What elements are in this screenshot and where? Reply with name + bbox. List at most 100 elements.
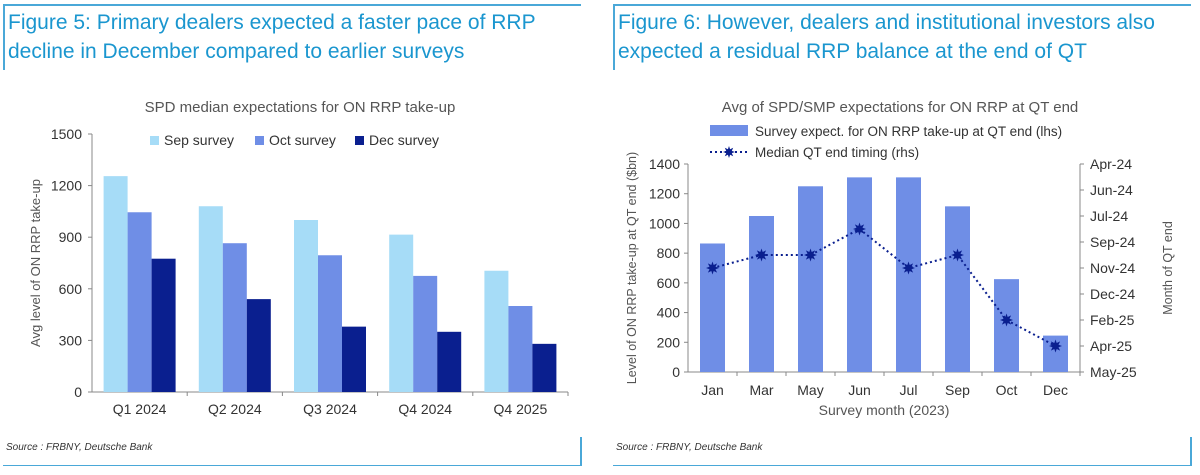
- y-tick-label: 400: [657, 305, 681, 321]
- bar-sep-survey: [389, 234, 414, 392]
- qt-end-timing-marker: [902, 261, 915, 275]
- figure-5-heading: Figure 5: Primary dealers expected a fas…: [8, 8, 578, 66]
- figure-5-top-rule: [3, 4, 581, 6]
- x-tick-label: Q4 2024: [398, 401, 452, 417]
- figure-5-right-rule: [580, 437, 582, 466]
- chart-title: SPD median expectations for ON RRP take-…: [145, 99, 456, 116]
- figure-6-left-rule: [613, 4, 615, 70]
- x-axis-label: Survey month (2023): [819, 402, 950, 418]
- bar-sep-survey: [198, 206, 223, 392]
- x-tick-label: Jul: [900, 382, 918, 398]
- legend-swatch: [355, 136, 364, 145]
- y-tick-label: 1400: [649, 156, 680, 172]
- legend-label: Sep survey: [164, 132, 234, 148]
- qt-end-timing-marker: [755, 248, 768, 262]
- bar-survey-expectation: [896, 177, 921, 372]
- figure-6-heading-line-2: expected a residual RRP balance at the e…: [618, 40, 1087, 63]
- figure-5-left-rule: [3, 4, 5, 70]
- figure-6-chart: Avg of SPD/SMP expectations for ON RRP a…: [625, 99, 1175, 418]
- figure-6-heading: Figure 6: However, dealers and instituti…: [618, 8, 1188, 66]
- y2-tick-label: Jul-24: [1090, 208, 1128, 224]
- x-tick-label: Oct: [996, 382, 1018, 398]
- legend-swatch: [255, 136, 264, 145]
- figure-5-chart: SPD median expectations for ON RRP take-…: [28, 99, 569, 417]
- y2-tick-label: May-25: [1090, 364, 1137, 380]
- qt-end-timing-marker: [951, 248, 964, 262]
- x-tick-label: Sep: [945, 382, 970, 398]
- bar-survey-expectation: [798, 186, 823, 372]
- y-tick-label: 600: [59, 281, 83, 297]
- bar-survey-expectation: [749, 216, 774, 372]
- figure-5-panel: Figure 5: Primary dealers expected a fas…: [0, 0, 585, 475]
- bar-dec-survey: [532, 343, 557, 392]
- y-tick-label: 1200: [51, 178, 82, 194]
- figure-5-heading-line-2: decline in December compared to earlier …: [8, 40, 465, 63]
- y2-tick-label: Dec-24: [1090, 286, 1135, 302]
- bar-survey-expectation: [945, 206, 970, 372]
- x-tick-label: Q2 2024: [208, 401, 262, 417]
- bar-survey-expectation: [847, 177, 872, 372]
- y-tick-label: 300: [59, 332, 83, 348]
- figure-6-right-rule: [1190, 437, 1192, 466]
- x-tick-label: Dec: [1043, 382, 1068, 398]
- figure-5-heading-line-1: Figure 5: Primary dealers expected a fas…: [8, 11, 536, 34]
- chart-title: Avg of SPD/SMP expectations for ON RRP a…: [722, 99, 1079, 116]
- y2-tick-label: Jun-24: [1090, 182, 1133, 198]
- x-tick-label: Mar: [749, 382, 773, 398]
- legend-label-bar: Survey expect. for ON RRP take-up at QT …: [755, 124, 1062, 139]
- y2-axis-label: Month of QT end: [1161, 221, 1175, 315]
- y2-tick-label: Feb-25: [1090, 312, 1135, 328]
- bar-oct-survey: [127, 212, 152, 392]
- y2-tick-label: Apr-24: [1090, 156, 1132, 172]
- x-tick-label: Q3 2024: [303, 401, 357, 417]
- qt-end-timing-line: [712, 227, 1056, 347]
- qt-end-timing-marker: [1000, 313, 1013, 327]
- bar-oct-survey: [508, 306, 533, 392]
- y-tick-label: 600: [657, 275, 681, 291]
- figure-6-source: Source : FRBNY, Deutsche Bank: [616, 442, 763, 453]
- bar-sep-survey: [294, 220, 318, 392]
- figure-6-heading-line-1: Figure 6: However, dealers and instituti…: [618, 11, 1155, 34]
- y-tick-label: 900: [59, 229, 83, 245]
- bar-oct-survey: [222, 243, 247, 392]
- y-tick-label: 800: [657, 245, 681, 261]
- x-tick-label: May: [797, 382, 823, 398]
- bar-oct-survey: [413, 275, 438, 392]
- figure-5-source: Source : FRBNY, Deutsche Bank: [6, 442, 153, 453]
- x-tick-label: Jan: [701, 382, 724, 398]
- y-tick-label: 1000: [649, 215, 680, 231]
- bar-dec-survey: [151, 258, 176, 392]
- figure-5-bottom-rule: [3, 465, 581, 466]
- y-tick-label: 1200: [649, 186, 680, 202]
- legend-star-marker: [723, 146, 735, 158]
- x-tick-label: Q1 2024: [113, 401, 167, 417]
- y2-tick-label: Apr-25: [1090, 338, 1132, 354]
- bar-oct-survey: [318, 255, 342, 392]
- qt-end-timing-marker: [804, 248, 817, 262]
- bar-sep-survey: [484, 270, 509, 392]
- x-tick-label: Jun: [848, 382, 871, 398]
- bar-dec-survey: [246, 299, 271, 392]
- legend-swatch-bar: [710, 125, 748, 136]
- y-tick-label: 1500: [51, 126, 82, 142]
- figure-6-bottom-rule: [613, 465, 1191, 466]
- bar-dec-survey: [437, 331, 462, 392]
- y2-tick-label: Nov-24: [1090, 260, 1135, 276]
- bar-sep-survey: [103, 176, 128, 392]
- qt-end-timing-marker: [853, 222, 866, 236]
- y2-tick-label: Sep-24: [1090, 234, 1135, 250]
- figure-6-top-rule: [613, 4, 1191, 6]
- y-axis-label: Avg level of ON RRP take-up: [28, 179, 43, 347]
- x-tick-label: Q4 2025: [494, 401, 548, 417]
- figure-6-panel: Figure 6: However, dealers and instituti…: [610, 0, 1195, 475]
- y-tick-label: 200: [657, 334, 681, 350]
- legend-label-line: Median QT end timing (rhs): [755, 145, 919, 160]
- qt-end-timing-marker: [1049, 339, 1062, 353]
- legend-label: Dec survey: [369, 132, 439, 148]
- y-axis-label: Level of ON RRP take-up at QT end ($bn): [625, 152, 639, 384]
- y-tick-label: 0: [74, 384, 82, 400]
- legend-swatch: [150, 136, 159, 145]
- y-tick-label: 0: [672, 364, 680, 380]
- qt-end-timing-marker: [706, 261, 719, 275]
- bar-dec-survey: [342, 326, 366, 392]
